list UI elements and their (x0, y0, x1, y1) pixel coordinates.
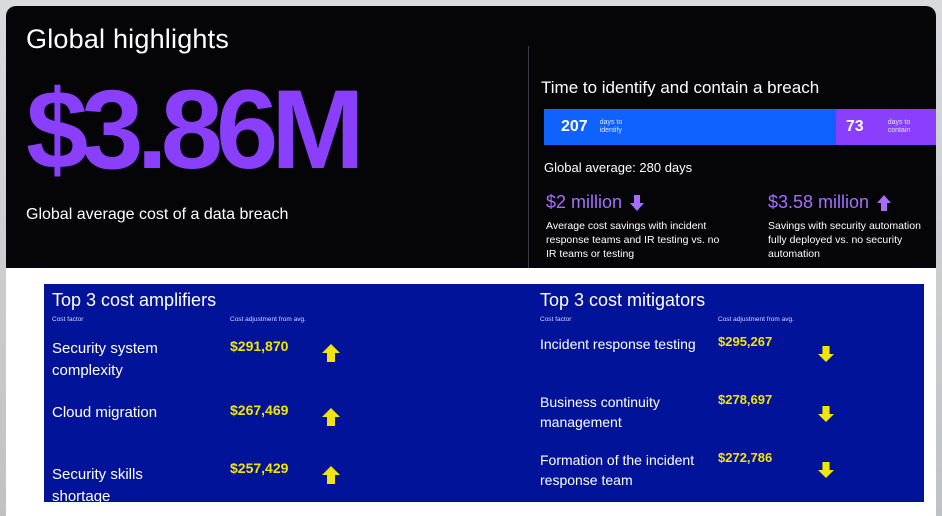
up-arrow-icon (322, 344, 340, 362)
stat-automation-savings: $3.58 million Savings with security auto… (768, 192, 936, 261)
up-arrow-icon (877, 194, 892, 211)
breach-time-bar: 207 days to identify 73 days to contain (544, 109, 936, 145)
factor-label: Cloud migration (52, 404, 158, 421)
cost-factors-panel: Top 3 cost amplifiers Cost factor Cost a… (44, 284, 924, 505)
identify-days: 207 (561, 118, 588, 135)
average-cost-label: Global average cost of a data breach (26, 206, 289, 223)
up-arrow-icon (322, 408, 340, 426)
factor-label: Security system complexity (52, 340, 158, 379)
stat-description: Average cost savings with incident respo… (546, 220, 720, 260)
factor-label: Business continuity management (540, 394, 660, 430)
factor-value: $295,267 (718, 334, 773, 349)
average-cost-value: $3.86M (26, 67, 365, 192)
down-arrow-icon (630, 194, 645, 211)
factor-label: Security skills shortage (52, 466, 143, 505)
section-divider (528, 46, 529, 268)
stat-value: $3.58 million (768, 192, 870, 212)
factor-value: $267,469 (230, 402, 289, 418)
cost-adjustment-header: Cost adjustment from avg. (230, 316, 306, 323)
up-arrow-icon (322, 466, 340, 484)
factor-value: $278,697 (718, 392, 773, 407)
cost-adjustment-header: Cost adjustment from avg. (718, 316, 794, 323)
down-arrow-icon (818, 406, 834, 422)
global-average-days: Global average: 280 days (544, 160, 693, 175)
amplifiers-title: Top 3 cost amplifiers (52, 290, 217, 310)
global-highlights-title: Global highlights (26, 24, 230, 54)
cost-factor-header: Cost factor (52, 316, 84, 323)
contain-segment: 73 days to contain (835, 109, 936, 145)
contain-days: 73 (845, 118, 864, 135)
down-arrow-icon (818, 462, 834, 478)
factor-label: Formation of the incident response team (540, 452, 695, 488)
factor-value: $272,786 (718, 450, 773, 465)
factor-value: $257,429 (230, 460, 289, 476)
highlights-band: Global highlights $3.86M Global average … (6, 6, 936, 268)
mitigators-title: Top 3 cost mitigators (540, 290, 706, 310)
down-arrow-icon (818, 346, 834, 362)
stat-ir-savings: $2 million Average cost savings with inc… (546, 192, 726, 261)
identify-segment: 207 days to identify (544, 109, 836, 145)
breach-time-title: Time to identify and contain a breach (541, 78, 820, 97)
factor-label: Incident response testing (540, 336, 696, 352)
identify-caption: days to identify (599, 119, 623, 134)
infographic-screen: Global highlights $3.86M Global average … (6, 6, 936, 516)
cost-factor-header: Cost factor (540, 316, 572, 323)
factor-value: $291,870 (230, 338, 289, 354)
contain-caption: days to contain (887, 119, 911, 134)
stat-description: Savings with security automation fully d… (768, 220, 921, 260)
stat-value: $2 million (546, 192, 623, 212)
